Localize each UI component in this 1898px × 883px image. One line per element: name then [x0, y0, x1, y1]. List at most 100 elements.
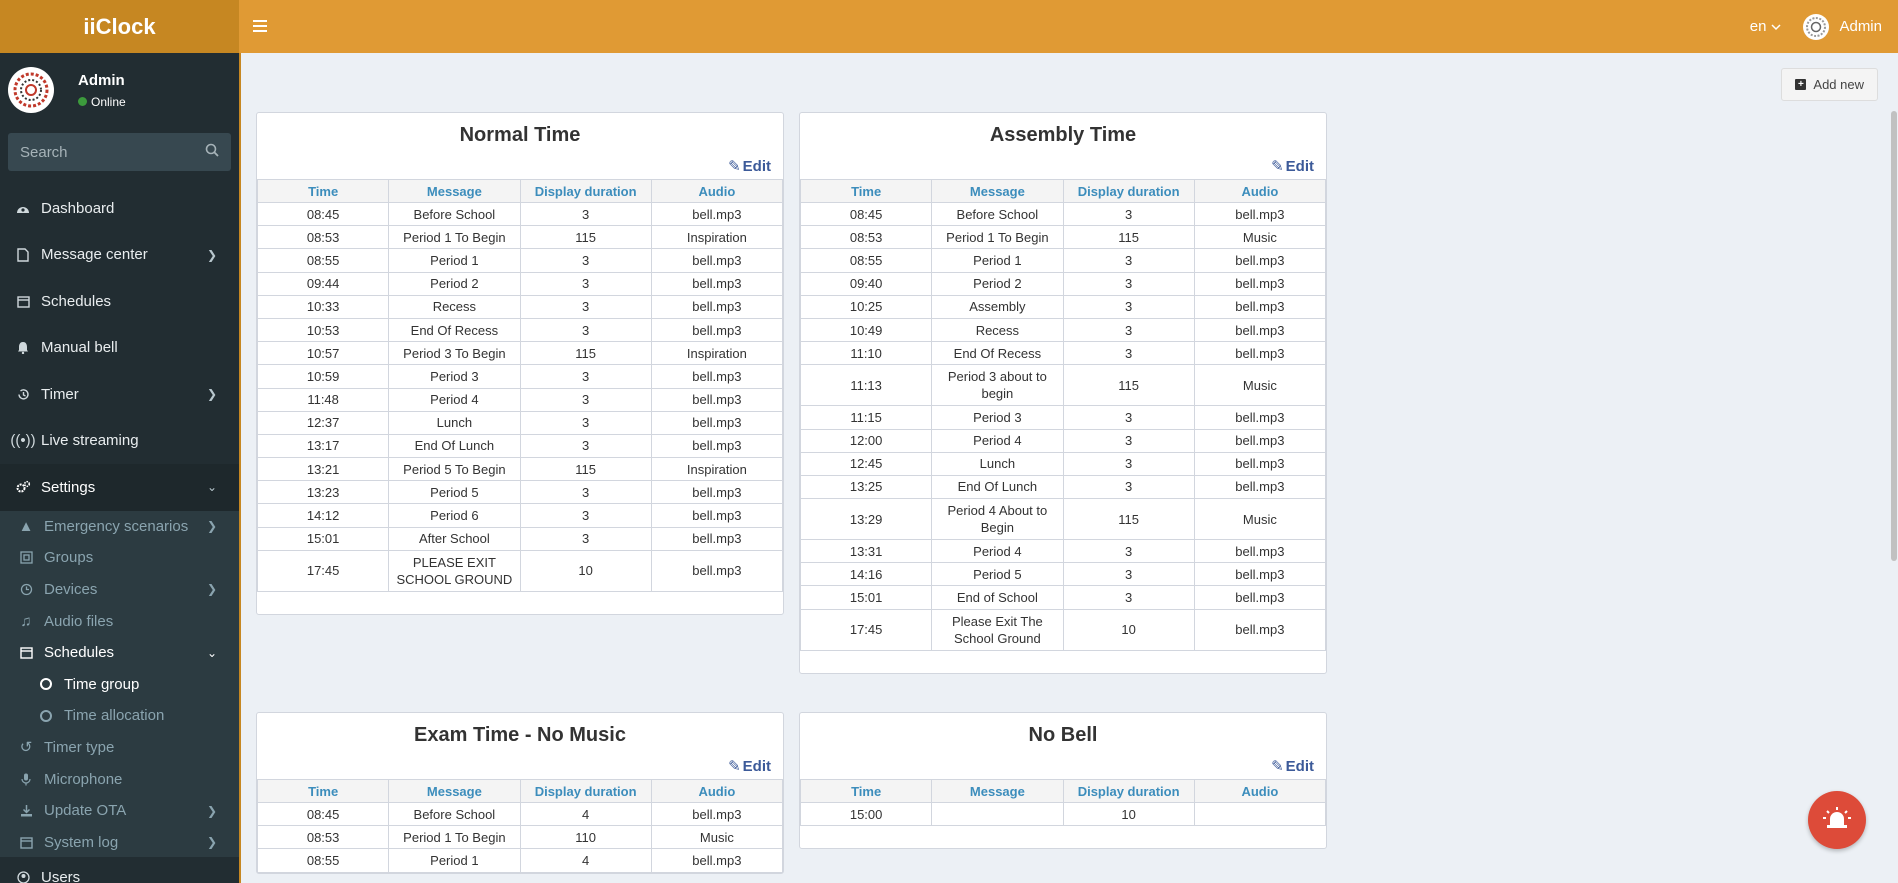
column-header-duration[interactable]: Display duration	[1062, 179, 1195, 203]
header-avatar[interactable]	[1803, 13, 1830, 40]
cell-message: Period 5	[388, 480, 521, 505]
cell-audio: bell.mp3	[1193, 405, 1327, 430]
cell-audio: bell.mp3	[650, 294, 784, 319]
table-row: 17:45 PLEASE EXIT SCHOOL GROUND 10 bell.mp3	[256, 549, 784, 592]
cell-duration: 4	[519, 801, 652, 827]
cell-duration: 3	[519, 294, 652, 319]
sidebar-item-message-center[interactable]: Message center ❯	[0, 232, 239, 279]
column-header-audio[interactable]: Audio	[1193, 179, 1327, 203]
sidebar-item-timer[interactable]: Timer ❯	[0, 371, 239, 418]
table-row: 11:48 Period 4 3 bell.mp3	[256, 387, 784, 412]
sidebar-item-groups[interactable]: Groups	[0, 542, 239, 574]
cell-duration: 3	[1062, 248, 1195, 273]
chevron-right-icon: ❯	[206, 247, 217, 262]
sidebar-item-emergency-scenarios[interactable]: ▲ Emergency scenarios ❯	[18, 517, 217, 535]
column-header-time[interactable]: Time	[256, 779, 390, 803]
cell-audio: bell.mp3	[1193, 474, 1327, 500]
cell-time: 08:53	[799, 225, 933, 250]
gears-icon	[15, 480, 31, 494]
sidebar-item-dashboard[interactable]: Dashboard	[0, 185, 239, 232]
cell-message: Period 4	[388, 387, 521, 412]
cell-time: 12:37	[256, 410, 390, 435]
menu-toggle-icon[interactable]	[253, 16, 267, 37]
edit-button[interactable]: ✎ Edit	[1271, 758, 1314, 775]
cell-duration: 3	[1062, 405, 1195, 430]
calendar-icon	[15, 295, 31, 308]
cell-message: End of School	[931, 585, 1064, 610]
column-header-time[interactable]: Time	[799, 179, 933, 203]
column-header-message[interactable]: Message	[388, 179, 521, 203]
chevron-right-icon: ❯	[206, 835, 217, 850]
column-header-audio[interactable]: Audio	[650, 179, 784, 203]
table-row: 10:59 Period 3 3 bell.mp3	[256, 364, 784, 389]
cell-time: 14:12	[256, 503, 390, 528]
cell-message: Before School	[388, 801, 521, 827]
card-title: Assembly Time	[989, 124, 1137, 146]
sidebar-item-live-streaming[interactable]: ((•)) Live streaming	[10, 432, 139, 450]
sidebar-item-devices[interactable]: Devices ❯	[0, 574, 239, 606]
column-header-audio[interactable]: Audio	[1193, 779, 1327, 803]
cell-audio: bell.mp3	[650, 201, 784, 227]
emergency-alarm-button[interactable]	[1808, 791, 1866, 849]
cell-message: Period 4 About to Begin	[931, 498, 1064, 541]
sidebar-item-time-allocation[interactable]: Time allocation	[0, 700, 239, 732]
cell-duration: 115	[519, 457, 652, 482]
sidebar-item-users[interactable]: Users	[0, 857, 239, 883]
scrollbar-thumb[interactable]	[1891, 111, 1897, 561]
cell-duration: 3	[519, 410, 652, 435]
app-logo[interactable]: iiClock	[0, 0, 239, 53]
cell-audio: Music	[1193, 498, 1327, 541]
table-row: 17:45 Please Exit The School Ground 10 bell…	[799, 608, 1327, 651]
cell-duration: 10	[519, 549, 652, 592]
sidebar-item-time-group[interactable]: Time group	[0, 668, 239, 700]
column-header-duration[interactable]: Display duration	[519, 179, 652, 203]
download-icon	[18, 804, 34, 817]
schedule-table: Time Message Display duration Audio 08:4…	[256, 779, 784, 873]
column-header-message[interactable]: Message	[931, 179, 1064, 203]
column-header-time[interactable]: Time	[799, 779, 933, 803]
column-header-time[interactable]: Time	[256, 179, 390, 203]
sidebar-item-settings[interactable]: Settings ⌄	[0, 464, 239, 511]
card-title: Normal Time	[459, 124, 581, 146]
cell-audio: bell.mp3	[650, 503, 784, 528]
sidebar-item-manual-bell[interactable]: Manual bell	[0, 325, 239, 372]
sidebar-item-schedules-settings[interactable]: Schedules ⌄	[0, 637, 239, 669]
header-user-name[interactable]: Admin	[1839, 18, 1882, 35]
chevron-right-icon: ❯	[206, 803, 217, 818]
cell-time: 17:45	[799, 608, 933, 651]
add-new-button[interactable]: + Add new	[1781, 68, 1878, 101]
time-group-card-no-bell: No Bell ✎ Edit Time Message Display durat…	[799, 712, 1327, 850]
cell-message: Lunch	[931, 451, 1064, 476]
table-row: 08:55 Period 1 3 bell.mp3	[256, 248, 784, 273]
edit-button[interactable]: ✎ Edit	[728, 758, 771, 775]
sidebar-item-timer-type[interactable]: ↺ Timer type	[19, 738, 115, 757]
column-header-message[interactable]: Message	[931, 779, 1064, 803]
column-header-duration[interactable]: Display duration	[1062, 779, 1195, 803]
cell-message: Assembly	[931, 294, 1064, 319]
language-selector[interactable]: en	[1750, 18, 1782, 35]
cell-message: Period 2	[931, 271, 1064, 296]
cell-time: 08:45	[256, 801, 390, 827]
sidebar-item-system-log[interactable]: System log ❯	[0, 826, 239, 858]
cell-time: 08:55	[256, 848, 390, 873]
table-row: 14:16 Period 5 3 bell.mp3	[799, 562, 1327, 587]
column-header-message[interactable]: Message	[388, 779, 521, 803]
sidebar-search[interactable]: Search	[8, 133, 231, 171]
column-header-audio[interactable]: Audio	[650, 779, 784, 803]
sidebar-item-update-ota[interactable]: Update OTA ❯	[0, 795, 239, 827]
cell-message: Period 2	[388, 271, 521, 296]
column-header-duration[interactable]: Display duration	[519, 779, 652, 803]
sidebar-item-schedules[interactable]: Schedules	[0, 278, 239, 325]
search-icon[interactable]	[205, 143, 219, 161]
cell-message: Please Exit The School Ground	[931, 608, 1064, 651]
search-input[interactable]: Search	[20, 143, 68, 161]
scrollbar[interactable]	[1890, 53, 1898, 883]
sidebar-item-audio-files[interactable]: ♫ Audio files	[0, 605, 239, 637]
cell-message: Period 3	[388, 364, 521, 389]
history-icon: ↺	[19, 739, 33, 757]
sidebar-item-microphone[interactable]: Microphone	[0, 763, 239, 795]
edit-button[interactable]: ✎ Edit	[1271, 158, 1314, 175]
cell-audio: bell.mp3	[1193, 248, 1327, 273]
edit-button[interactable]: ✎ Edit	[728, 158, 771, 175]
chevron-right-icon: ❯	[206, 582, 217, 597]
